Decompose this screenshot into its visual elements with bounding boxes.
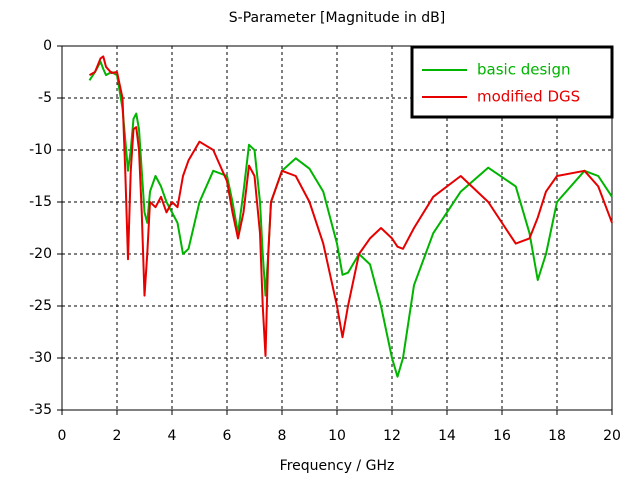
series-line <box>88 60 613 378</box>
plot-frame <box>61 45 613 411</box>
chart-title: S-Parameter [Magnitude in dB] <box>229 10 445 26</box>
y-tick-label: -30 <box>29 350 52 366</box>
x-tick-label: 6 <box>223 428 232 444</box>
legend-label: basic design <box>477 61 570 79</box>
y-tick-label: -35 <box>29 402 52 418</box>
legend-box <box>410 45 614 119</box>
y-tick-label: 0 <box>43 38 52 54</box>
series-line <box>89 55 613 357</box>
x-axis-label: Frequency / GHz <box>280 458 395 474</box>
x-tick-label: 8 <box>278 428 287 444</box>
legend-label: modified DGS <box>477 88 580 106</box>
x-tick-label: 4 <box>168 428 177 444</box>
y-tick-label: -15 <box>29 194 52 210</box>
x-tick-label: 18 <box>548 428 566 444</box>
y-tick-label: -25 <box>29 298 52 314</box>
y-tick-label: -20 <box>29 246 52 262</box>
x-tick-label: 2 <box>113 428 122 444</box>
x-tick-label: 14 <box>438 428 456 444</box>
x-tick-label: 12 <box>383 428 401 444</box>
x-tick-label: 10 <box>328 428 346 444</box>
x-tick-label: 0 <box>58 428 67 444</box>
x-tick-label: 16 <box>493 428 511 444</box>
x-tick-label: 20 <box>603 428 621 444</box>
y-tick-label: -5 <box>38 90 52 106</box>
y-tick-label: -10 <box>29 142 52 158</box>
